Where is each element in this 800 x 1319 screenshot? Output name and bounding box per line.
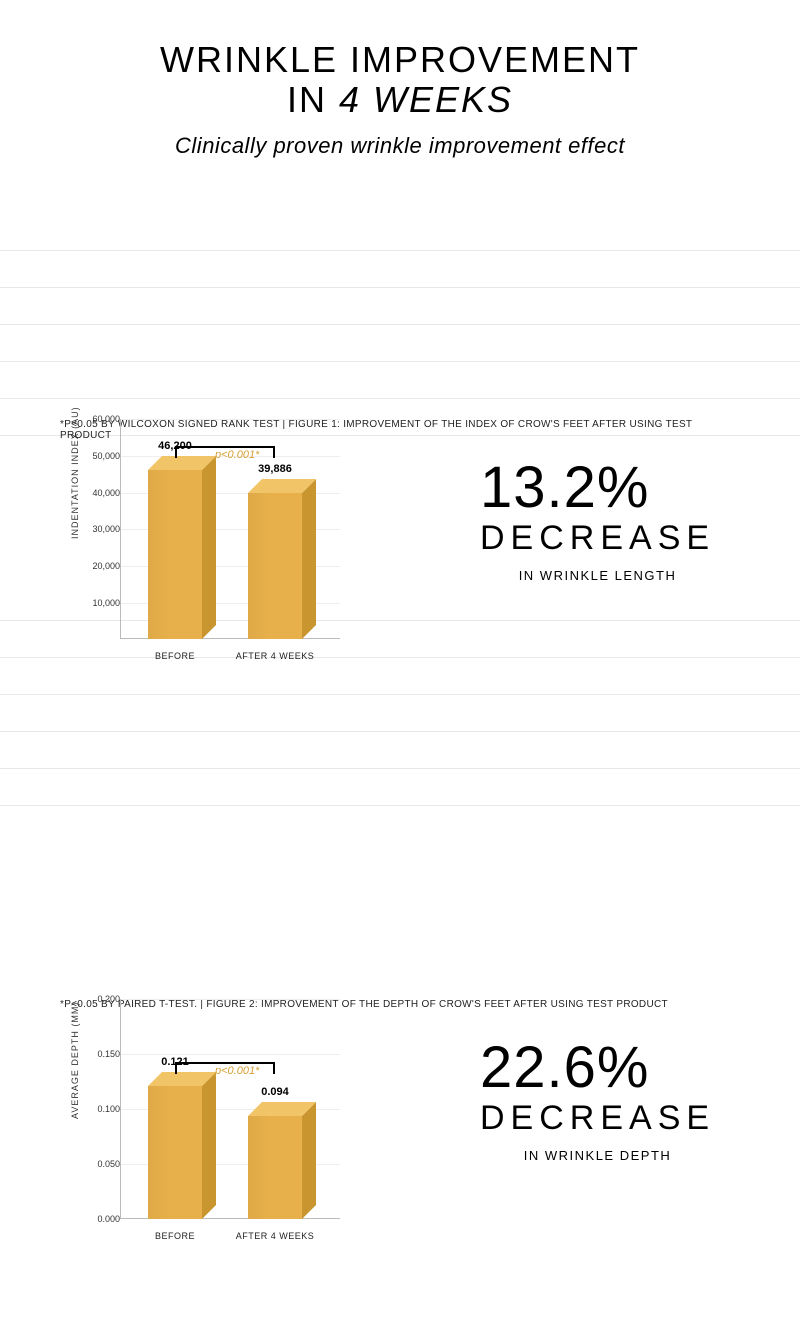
y-tick: 50,000 (84, 451, 120, 461)
chart-section-1: INDENTATION INDEX (AU)10,00020,00030,000… (60, 419, 740, 739)
stat-percent: 13.2% (480, 459, 715, 517)
stat-word: DECREASE (480, 1099, 715, 1138)
y-ticks: 10,00020,00030,00040,00050,00060,000 (84, 419, 120, 639)
y-tick: 0.100 (84, 1104, 120, 1114)
y-tick: 40,000 (84, 488, 120, 498)
y-tick: 0.000 (84, 1214, 120, 1224)
y-tick: 30,000 (84, 524, 120, 534)
title-line-2-prefix: IN (287, 79, 339, 120)
bars-group: 0.1210.094 (120, 999, 340, 1219)
x-category-label: BEFORE (130, 651, 220, 661)
title-line-1: WRINKLE IMPROVEMENT (160, 39, 640, 80)
title-weeks: 4 WEEKS (339, 79, 513, 120)
bar (248, 493, 302, 639)
significance-bracket (175, 1062, 275, 1064)
stat-block: 22.6%DECREASE IN WRINKLE DEPTH (480, 1039, 715, 1163)
significance-bracket (175, 446, 275, 448)
y-tick: 0.150 (84, 1049, 120, 1059)
y-tick: 60,000 (84, 414, 120, 424)
page-subtitle: Clinically proven wrinkle improvement ef… (60, 133, 740, 159)
p-value-label: p<0.001* (215, 1065, 259, 1077)
stat-word: DECREASE (480, 519, 715, 558)
bar (148, 470, 202, 639)
x-category-label: AFTER 4 WEEKS (230, 1231, 320, 1241)
page-title: WRINKLE IMPROVEMENT IN 4 WEEKS (60, 40, 740, 119)
background-guides-1 (0, 250, 800, 437)
y-axis-label: INDENTATION INDEX (AU) (70, 407, 80, 540)
y-tick: 0.050 (84, 1159, 120, 1169)
page: WRINKLE IMPROVEMENT IN 4 WEEKS Clinicall… (0, 0, 800, 1001)
stat-caption: IN WRINKLE LENGTH (480, 568, 715, 583)
chart-section-2: AVERAGE DEPTH (MM)0.0000.0500.1000.1500.… (60, 999, 740, 1319)
x-category-label: BEFORE (130, 1231, 220, 1241)
p-value-label: p<0.001* (215, 449, 259, 461)
y-ticks: 0.0000.0500.1000.1500.200 (84, 999, 120, 1219)
y-tick: 0.200 (84, 994, 120, 1004)
y-tick: 20,000 (84, 561, 120, 571)
bar (148, 1086, 202, 1219)
bar (248, 1116, 302, 1219)
x-category-label: AFTER 4 WEEKS (230, 651, 320, 661)
y-axis-label: AVERAGE DEPTH (MM) (70, 1002, 80, 1119)
stat-percent: 22.6% (480, 1039, 715, 1097)
stat-caption: IN WRINKLE DEPTH (480, 1148, 715, 1163)
y-tick: 10,000 (84, 598, 120, 608)
bar-value-label: 39,886 (235, 463, 315, 475)
stat-block: 13.2%DECREASE IN WRINKLE LENGTH (480, 459, 715, 583)
bar-value-label: 0.094 (235, 1086, 315, 1098)
chart-sections: INDENTATION INDEX (AU)10,00020,00030,000… (60, 419, 740, 1319)
